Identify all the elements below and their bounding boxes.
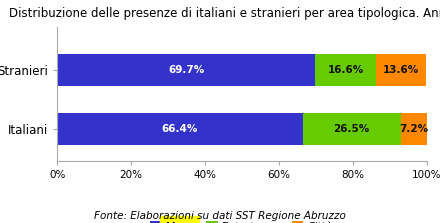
Text: 16.6%: 16.6%	[327, 65, 363, 75]
Bar	[303, 113, 400, 145]
Bar	[315, 54, 376, 86]
Text: 13.6%: 13.6%	[383, 65, 419, 75]
Legend: Mare, Entroterra, Città: Mare, Entroterra, Città	[145, 217, 339, 223]
Bar	[57, 54, 315, 86]
Text: 69.7%: 69.7%	[168, 65, 204, 75]
Bar	[57, 113, 303, 145]
Text: Fonte: Elaborazioni su dati SST Regione Abruzzo: Fonte: Elaborazioni su dati SST Regione …	[94, 211, 346, 221]
Text: Distribuzione delle presenze di italiani e stranieri per area tipologica. Anno 2: Distribuzione delle presenze di italiani…	[9, 7, 440, 20]
Bar	[400, 113, 427, 145]
Text: 7.2%: 7.2%	[400, 124, 429, 134]
Bar	[376, 54, 426, 86]
Text: 26.5%: 26.5%	[334, 124, 370, 134]
Text: 66.4%: 66.4%	[162, 124, 198, 134]
